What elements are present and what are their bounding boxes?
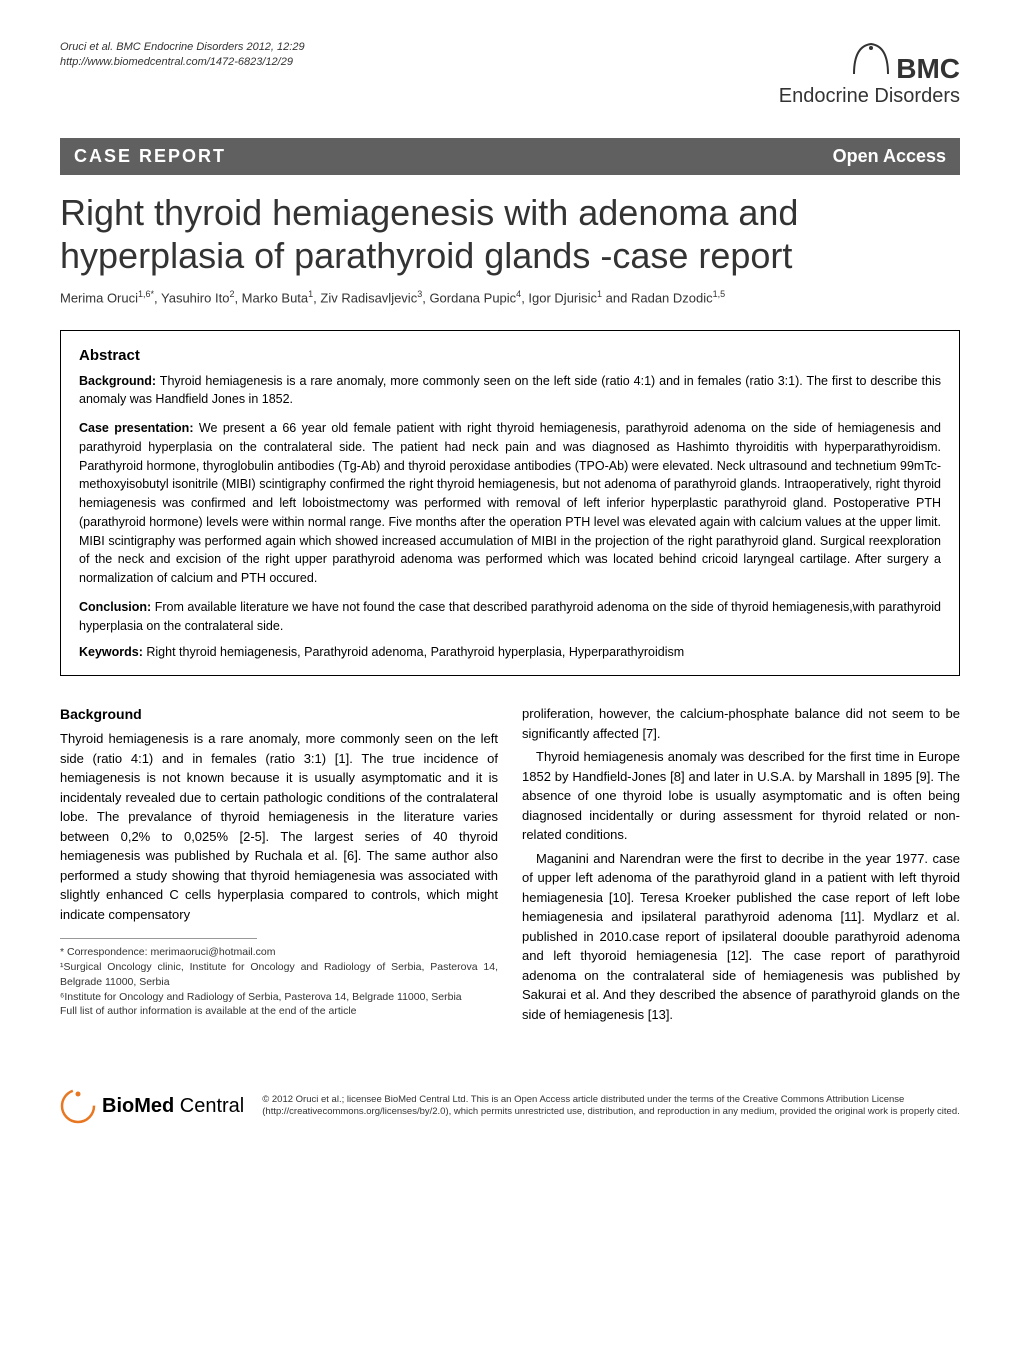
keywords-label: Keywords: — [79, 645, 143, 659]
biomed-logo-text: BioMed Central — [102, 1095, 244, 1118]
abstract-conclusion-label: Conclusion: — [79, 600, 151, 614]
article-type-label: CASE REPORT — [74, 146, 226, 167]
correspondence-block: * Correspondence: merimaoruci@hotmail.co… — [60, 945, 498, 1018]
bmc-logo-icon — [850, 40, 892, 78]
header-row: Oruci et al. BMC Endocrine Disorders 201… — [60, 40, 960, 108]
correspondence-affil-1: ¹Surgical Oncology clinic, Institute for… — [60, 960, 498, 989]
citation-line-2: http://www.biomedcentral.com/1472-6823/1… — [60, 56, 293, 68]
authors-line: Merima Oruci1,6*, Yasuhiro Ito2, Marko B… — [60, 289, 960, 305]
correspondence-email: * Correspondence: merimaoruci@hotmail.co… — [60, 945, 498, 960]
abstract-heading: Abstract — [79, 347, 941, 364]
header-citation: Oruci et al. BMC Endocrine Disorders 201… — [60, 40, 305, 71]
correspondence-divider — [60, 938, 257, 939]
license-text: © 2012 Oruci et al.; licensee BioMed Cen… — [262, 1094, 960, 1119]
background-heading: Background — [60, 704, 498, 725]
left-column: Background Thyroid hemiagenesis is a rar… — [60, 704, 498, 1028]
abstract-background: Background: Thyroid hemiagenesis is a ra… — [79, 372, 941, 410]
biomed-logo-icon — [60, 1088, 96, 1124]
biomed-logo-light: Central — [174, 1095, 244, 1117]
right-column: proliferation, however, the calcium-phos… — [522, 704, 960, 1028]
abstract-case: Case presentation: We present a 66 year … — [79, 419, 941, 588]
right-paragraph-3: Maganini and Narendran were the first to… — [522, 849, 960, 1025]
abstract-background-text: Thyroid hemiagenesis is a rare anomaly, … — [79, 374, 941, 407]
abstract-box: Abstract Background: Thyroid hemiagenesi… — [60, 330, 960, 677]
page-container: Oruci et al. BMC Endocrine Disorders 201… — [0, 0, 1020, 1068]
biomed-logo: BioMed Central — [60, 1088, 244, 1124]
journal-logo: BMC Endocrine Disorders — [779, 40, 960, 108]
correspondence-fulllist: Full list of author information is avail… — [60, 1004, 498, 1019]
abstract-conclusion: Conclusion: From available literature we… — [79, 598, 941, 636]
right-paragraph-2: Thyroid hemiagenesis anomaly was describ… — [522, 747, 960, 845]
citation-line-1: Oruci et al. BMC Endocrine Disorders 201… — [60, 41, 305, 53]
article-type-banner: CASE REPORT Open Access — [60, 138, 960, 175]
journal-logo-bottom: Endocrine Disorders — [779, 85, 960, 108]
article-title: Right thyroid hemiagenesis with adenoma … — [60, 191, 960, 277]
keywords-text: Right thyroid hemiagenesis, Parathyroid … — [143, 645, 684, 659]
abstract-background-label: Background: — [79, 374, 156, 388]
journal-logo-top: BMC — [896, 53, 960, 84]
biomed-logo-strong: BioMed — [102, 1095, 174, 1117]
abstract-case-label: Case presentation: — [79, 421, 193, 435]
left-paragraph-1: Thyroid hemiagenesis is a rare anomaly, … — [60, 729, 498, 924]
abstract-keywords: Keywords: Right thyroid hemiagenesis, Pa… — [79, 645, 941, 659]
open-access-label: Open Access — [833, 146, 946, 167]
abstract-case-text: We present a 66 year old female patient … — [79, 421, 941, 585]
right-paragraph-1: proliferation, however, the calcium-phos… — [522, 704, 960, 743]
body-columns: Background Thyroid hemiagenesis is a rar… — [60, 704, 960, 1028]
correspondence-affil-6: ⁶Institute for Oncology and Radiology of… — [60, 990, 498, 1005]
abstract-conclusion-text: From available literature we have not fo… — [79, 600, 941, 633]
footer: BioMed Central © 2012 Oruci et al.; lice… — [0, 1088, 1020, 1144]
